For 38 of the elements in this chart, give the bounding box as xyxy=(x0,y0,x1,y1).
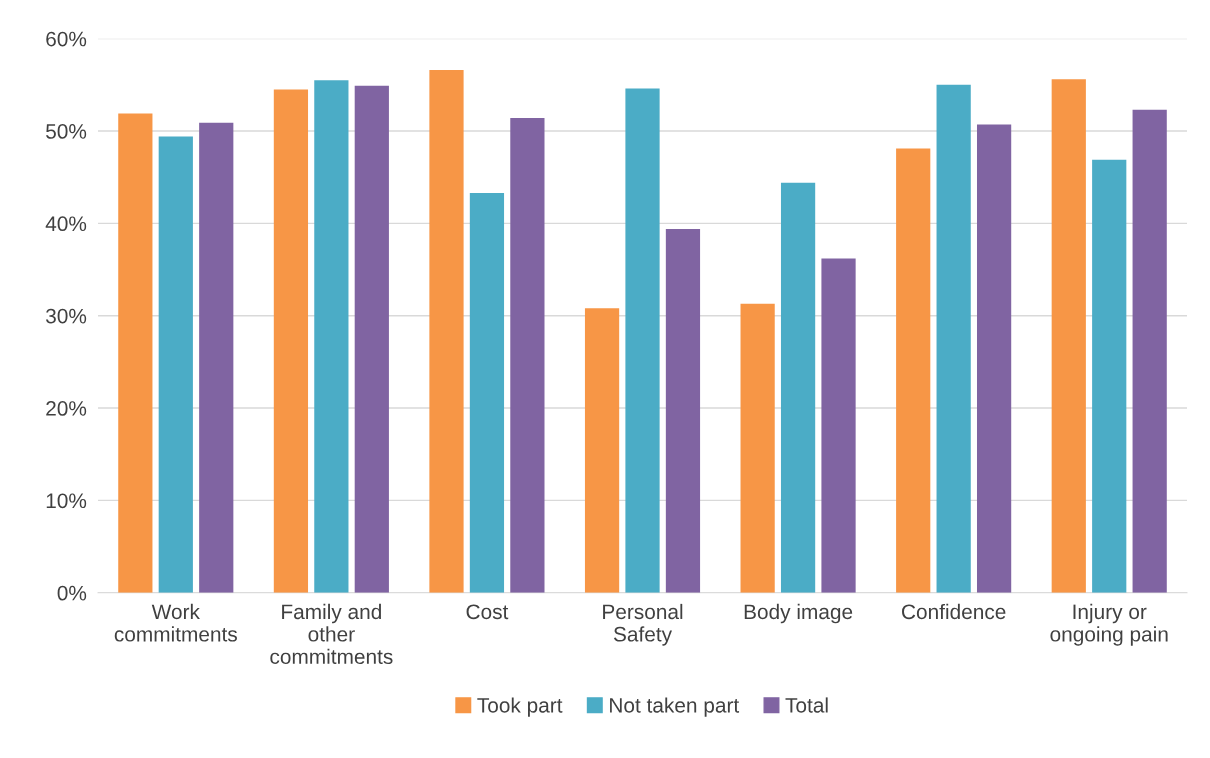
y-tick-label: 50% xyxy=(46,124,87,139)
bar xyxy=(429,70,464,593)
bar xyxy=(158,136,193,593)
y-tick-label: 40% xyxy=(45,216,87,232)
bar xyxy=(273,89,309,593)
x-tick-label: Work commitments xyxy=(114,603,237,642)
bar xyxy=(1132,109,1167,593)
bar xyxy=(469,192,505,593)
legend-label: Took part xyxy=(477,697,563,717)
x-tick-label: Injury or ongoing pain xyxy=(1050,603,1168,646)
y-tick-label: 10% xyxy=(46,493,87,509)
bar xyxy=(625,88,660,593)
bar xyxy=(118,113,153,593)
bar xyxy=(665,228,701,593)
legend-label: Not taken part xyxy=(610,697,740,717)
x-tick-label: Personal Safety xyxy=(603,603,683,646)
x-tick-label: Body image xyxy=(744,603,853,624)
bar xyxy=(354,85,389,593)
bar xyxy=(510,118,545,593)
y-tick-label: 30% xyxy=(46,308,87,324)
x-tick-label: Confidence xyxy=(902,603,1006,620)
bar xyxy=(199,122,234,593)
bar xyxy=(1092,159,1127,593)
bar xyxy=(314,80,349,593)
y-tick-label: 60% xyxy=(46,31,87,47)
y-tick-label: 20% xyxy=(46,401,87,416)
bar xyxy=(936,84,971,593)
bar xyxy=(976,124,1012,593)
y-tick-label: 0% xyxy=(57,585,87,601)
bar xyxy=(1051,79,1086,593)
bar xyxy=(740,303,775,593)
legend-label: Total xyxy=(785,697,828,713)
x-tick-label: Cost xyxy=(466,604,509,620)
bar xyxy=(896,148,931,593)
x-tick-label: Family and other commitments xyxy=(270,603,393,665)
bar xyxy=(584,308,620,593)
bar xyxy=(821,258,856,593)
bar xyxy=(780,182,816,593)
